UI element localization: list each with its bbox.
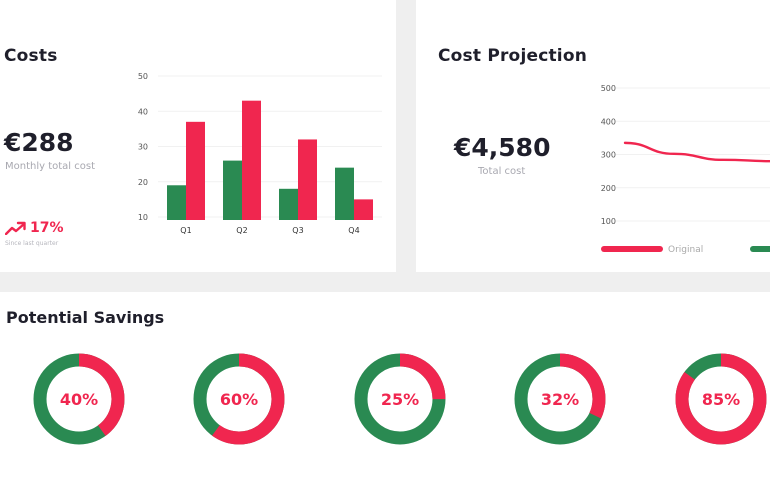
bar-q4-series-2 [354,199,373,220]
donut-4: 32% [514,353,606,445]
legend-label-original: Original [668,245,703,255]
x-tick-label: Q2 [236,226,247,235]
monthly-total-caption: Monthly total cost [5,161,96,172]
donut-value-arc [33,353,125,445]
donut-label: 85% [702,390,740,409]
donut-2: 60% [193,353,285,445]
x-tick-label: Q1 [180,226,191,235]
donut-label: 60% [220,390,258,409]
cost-projection-card: Cost Projection €4,580 Total cost 100 200… [416,0,770,272]
donut-1: 40% [33,353,125,445]
bar-q1-series-2 [186,121,205,220]
y-tick-label: 10 [138,213,148,222]
y-tick-label: 40 [138,107,148,116]
costs-card: Costs €288 Monthly total cost 17% Since … [0,0,396,272]
donut-value-arc [514,353,606,445]
donut-value-arc [354,353,446,445]
y-tick-label: 30 [138,143,148,152]
y-tick-label: 500 [601,84,616,93]
donut-label: 25% [381,390,419,409]
donut-value-arc [193,353,285,445]
donut-label: 32% [541,390,579,409]
trend-value: 17% [30,220,64,236]
costs-title: Costs [4,46,58,66]
donut-value-arc [675,353,767,445]
costs-bar-chart: 10 20 30 40 50 Q1 Q2 Q3 Q4 [138,72,382,235]
potential-savings-donuts: 40% 60% 25% 32% 85% [33,353,767,445]
potential-savings-title: Potential Savings [6,308,165,327]
y-tick-label: 400 [601,117,616,126]
x-tick-label: Q3 [292,226,303,235]
bar-q2-series-1 [223,160,242,220]
donut-label: 40% [60,390,98,409]
x-tick-label: Q4 [348,226,359,235]
series-line-original [623,141,770,163]
donut-3: 25% [354,353,446,445]
donut-5: 85% [675,353,767,445]
cost-projection-line-chart: 100 200 300 400 500 Original [601,84,770,255]
bar-q4-series-1 [335,167,354,220]
y-tick-label: 300 [601,151,616,160]
trend-indicator: 17% [5,220,64,236]
bar-q3-series-2 [298,139,317,220]
bar-q1-series-1 [167,185,186,220]
y-tick-label: 20 [138,178,148,187]
projection-total-amount: €4,580 [454,133,551,162]
monthly-total-amount: €288 [4,128,74,157]
bar-q2-series-2 [242,100,261,220]
trend-caption: Since last quarter [5,240,59,247]
projection-total-caption: Total cost [478,166,526,177]
y-tick-label: 50 [138,72,148,81]
y-tick-label: 100 [601,217,616,226]
bar-q3-series-1 [279,188,298,220]
trending-up-icon [5,221,26,235]
y-tick-label: 200 [601,184,616,193]
cost-projection-title: Cost Projection [438,46,588,66]
